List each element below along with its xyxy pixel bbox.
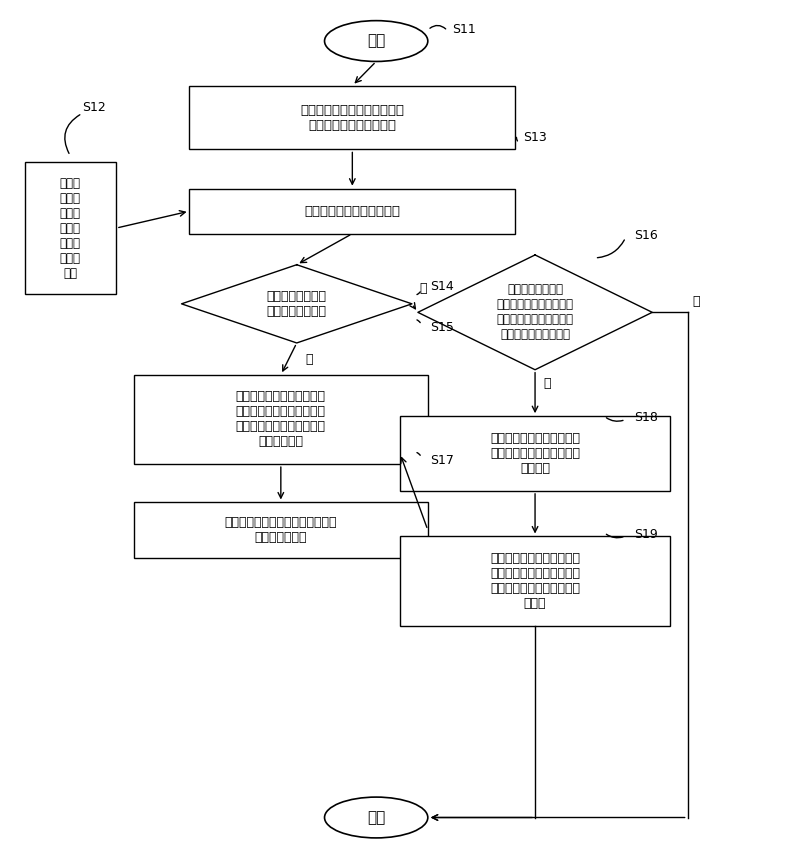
Text: 开始: 开始 xyxy=(367,33,386,49)
Bar xyxy=(190,188,515,234)
Text: 测量出现异常的超高频信号
的相关超高频特征数据及外
施电压，进行初步定位，确
定一放电区域: 测量出现异常的超高频信号 的相关超高频特征数据及外 施电压，进行初步定位，确 定… xyxy=(236,390,326,449)
Text: 对超高频信号进行频谱分析，
频率筛查后确定检测频带: 对超高频信号进行频谱分析， 频率筛查后确定检测频带 xyxy=(300,104,404,132)
Text: S19: S19 xyxy=(634,528,658,541)
Text: S17: S17 xyxy=(430,454,454,467)
Text: 结合相关超高频特征数据及
声发射特征数据进行综合比
对和分析，并建立相关检测
数据库: 结合相关超高频特征数据及 声发射特征数据进行综合比 对和分析，并建立相关检测 数… xyxy=(490,552,580,610)
Text: S15: S15 xyxy=(430,321,454,334)
Polygon shape xyxy=(182,265,412,343)
Text: 否: 否 xyxy=(692,295,700,308)
Bar xyxy=(400,416,670,491)
Text: 结束: 结束 xyxy=(367,810,386,825)
Text: 在放电区域内设置声发射传感器，
进行声发射检测: 在放电区域内设置声发射传感器， 进行声发射检测 xyxy=(225,516,337,544)
Text: 判断单频跟踪的超
高频信号是否异常: 判断单频跟踪的超 高频信号是否异常 xyxy=(266,290,326,318)
Text: 设置声发射传感器
并进行声发射检测，将声
发射信号转为可听声音，
判断可听声音是否异常: 设置声发射传感器 并进行声发射检测，将声 发射信号转为可听声音， 判断可听声音是… xyxy=(497,283,574,342)
Text: S11: S11 xyxy=(452,23,475,37)
Text: 对气体
绍缘组
合电器
内的气
体组成
分进行
分析: 对气体 绍缘组 合电器 内的气 体组成 分进行 分析 xyxy=(60,176,81,280)
Bar xyxy=(134,375,428,464)
Bar xyxy=(134,502,428,558)
Text: S13: S13 xyxy=(523,131,547,144)
Bar xyxy=(25,163,116,294)
Ellipse shape xyxy=(325,21,428,62)
Text: 在检测频带内进行单频跟踪: 在检测频带内进行单频跟踪 xyxy=(304,205,400,217)
Bar xyxy=(400,537,670,626)
Text: S16: S16 xyxy=(634,229,658,242)
Polygon shape xyxy=(418,255,652,370)
Text: 是: 是 xyxy=(543,377,550,389)
Text: S14: S14 xyxy=(430,280,454,294)
Bar xyxy=(190,86,515,150)
Text: S12: S12 xyxy=(82,101,106,114)
Text: 对检测到的声发射信号进行
声发射数据测量，完成放电
点的定位: 对检测到的声发射信号进行 声发射数据测量，完成放电 点的定位 xyxy=(490,432,580,475)
Ellipse shape xyxy=(325,797,428,838)
Text: 否: 否 xyxy=(420,282,427,295)
Text: 是: 是 xyxy=(305,354,312,366)
Text: S18: S18 xyxy=(634,411,658,425)
